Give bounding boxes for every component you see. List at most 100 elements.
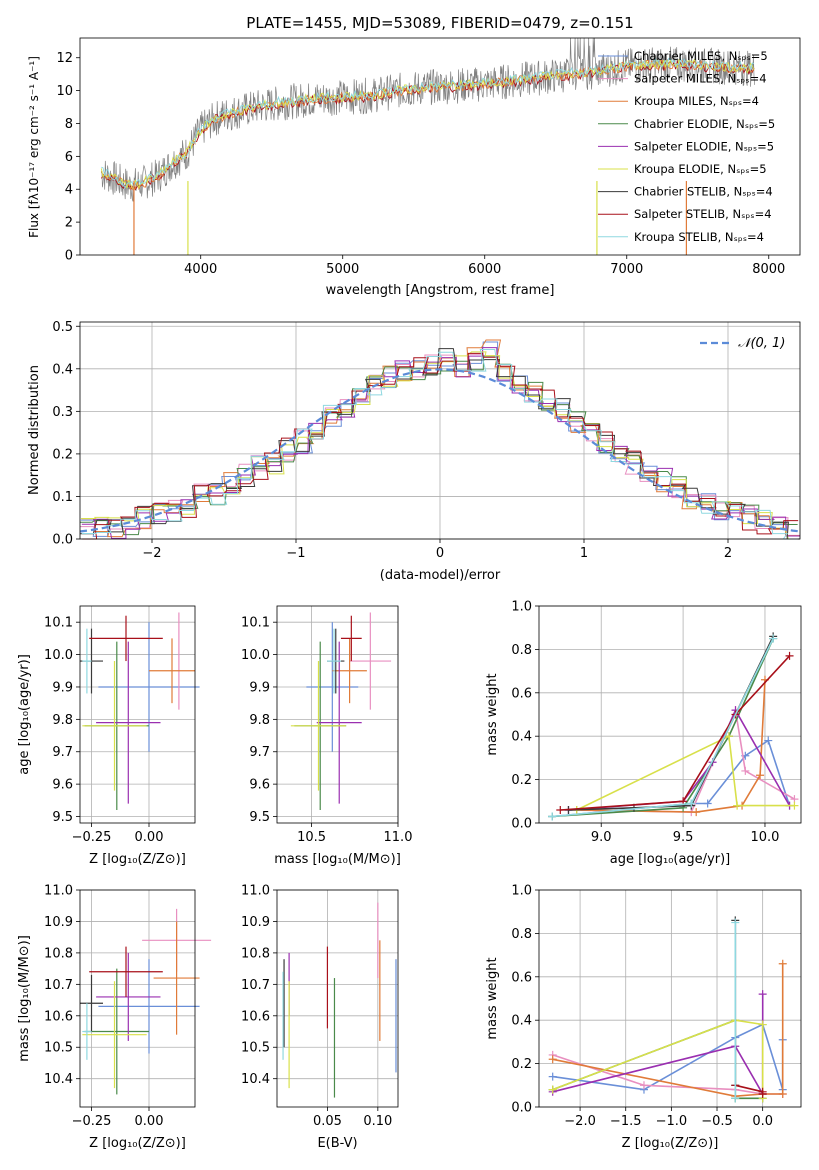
series-marker-kroupa_elodie <box>733 801 742 810</box>
y-tick-label: 0 <box>65 249 73 264</box>
weight-vs-age-panel: 9.0 9.5 10.0 0.0 0.2 0.4 0.6 0.8 1.0 age [log₁₀(a… <box>485 600 802 867</box>
series-marker-kroupa_miles <box>756 771 765 780</box>
y-tick-label: 10.1 <box>241 616 270 631</box>
y-tick-label: 10 <box>56 84 73 99</box>
series-marker-chabrier_miles <box>703 799 712 808</box>
legend-label-chabrier_elodie: Chabrier ELODIE, Nₛₚₛ=5 <box>634 117 775 131</box>
y-tick-label: 1.0 <box>511 884 532 899</box>
plot-frame <box>79 889 196 1108</box>
y-tick-label: 9.9 <box>249 680 270 695</box>
plot-frame <box>538 605 802 824</box>
y-tick-label: 2 <box>65 216 73 231</box>
y-axis-label: mass weight <box>485 673 500 755</box>
legend-label-kroupa_elodie: Kroupa ELODIE, Nₛₚₛ=5 <box>634 162 767 176</box>
series-marker-salpeter_stelib <box>758 1089 767 1098</box>
y-tick-label: 0.6 <box>511 686 532 701</box>
y-tick-label: 11.0 <box>44 884 73 899</box>
series-marker-salpeter_elodie <box>758 990 767 999</box>
y-tick-label: 0.2 <box>52 447 73 462</box>
age-vs-metallicity-panel: −0.25 0.00 9.5 9.6 9.7 9.8 9.9 10.0 10.1 Z [log₁₀… <box>17 605 200 867</box>
y-tick-label: 0.1 <box>52 490 73 505</box>
legend-label-kroupa_miles: Kroupa MILES, Nₛₚₛ=4 <box>634 94 759 108</box>
series-marker-kroupa_miles <box>692 808 701 817</box>
residuals-panel: −2 −1 0 1 2 0.0 0.1 0.2 0.3 0.4 0.5 (data-model)/e… <box>27 320 801 583</box>
x-axis-label: Z [log₁₀(Z/Z⊙)] <box>89 852 186 867</box>
x-tick-label: 11.0 <box>384 830 413 845</box>
x-tick-label: 9.5 <box>673 830 694 845</box>
x-tick-label: 10.5 <box>297 830 326 845</box>
series-line-kroupa_elodie <box>552 1019 764 1099</box>
y-tick-label: 9.6 <box>249 778 270 793</box>
spectrum-ylabel: Flux [fλ10⁻¹⁷ erg cm⁻² s⁻¹ A⁻¹] <box>27 56 41 238</box>
mass-vs-ebv-panel: 0.05 0.10 10.4 10.5 10.6 10.7 10.8 10.9 11.0 E(B-… <box>241 884 399 1151</box>
y-axis-label: mass [log₁₀(M/M⊙)] <box>17 935 32 1062</box>
y-tick-label: 0.2 <box>511 773 532 788</box>
x-tick-label: 8000 <box>752 262 785 277</box>
y-tick-label: 10.5 <box>44 1041 73 1056</box>
legend-label-salpeter_miles: Salpeter MILES, Nₛₚₛ=4 <box>634 72 767 86</box>
residuals-xlabel: (data-model)/error <box>380 568 501 583</box>
x-tick-label: 7000 <box>610 262 643 277</box>
y-tick-label: 0.5 <box>52 320 73 335</box>
series-marker-kroupa_elodie <box>724 732 733 741</box>
x-tick-label: −2 <box>142 546 161 561</box>
series-marker-salpeter_miles <box>741 766 750 775</box>
series-marker-salpeter_stelib <box>785 651 794 660</box>
grid <box>539 605 801 824</box>
series-marker-kroupa_elodie <box>790 801 799 810</box>
spectrum-panel: PLATE=1455, MJD=53089, FIBERID=0479, z=0… <box>27 14 801 298</box>
marks <box>80 612 200 811</box>
x-tick-label: 10.0 <box>750 830 779 845</box>
y-tick-label: 9.5 <box>52 810 73 825</box>
series-marker-kroupa_elodie <box>758 1020 767 1029</box>
y-tick-label: 9.8 <box>249 713 270 728</box>
x-tick-label: 5000 <box>326 262 359 277</box>
series-marker-kroupa_stelib <box>687 799 696 808</box>
marks <box>282 902 397 1098</box>
x-tick-label: 2 <box>724 546 732 561</box>
plot-frame <box>276 889 399 1108</box>
y-tick-label: 0.4 <box>52 362 73 377</box>
y-tick-label: 10.4 <box>241 1072 270 1087</box>
series-line-salpeter_stelib <box>560 655 791 811</box>
x-tick-label: −1.0 <box>656 1114 688 1129</box>
y-tick-label: 10.0 <box>241 648 270 663</box>
legend-label-salpeter_stelib: Salpeter STELIB, Nₛₚₛ=4 <box>634 207 772 221</box>
x-tick-label: −0.5 <box>701 1114 733 1129</box>
histogram-step-salpeter_elodie <box>81 347 800 539</box>
x-tick-label: 0.10 <box>363 1114 392 1129</box>
legend-label-chabrier_miles: Chabrier MILES, Nₛₚₛ=5 <box>634 49 768 63</box>
x-tick-label: 0.0 <box>752 1114 773 1129</box>
x-tick-label: 0 <box>436 546 444 561</box>
y-tick-label: 0.0 <box>52 533 73 548</box>
y-tick-label: 10.4 <box>44 1072 73 1087</box>
grid <box>277 606 399 823</box>
series-marker-kroupa_miles <box>778 959 787 968</box>
y-tick-label: 12 <box>56 51 73 66</box>
weight-vs-metallicity-panel: −2.0 −1.5 −1.0 −0.5 0.0 0.0 0.2 0.4 0.6 0.8 1.0 Z [… <box>485 884 802 1151</box>
series-marker-kroupa_miles <box>778 1089 787 1098</box>
x-tick-label: 0.00 <box>135 1114 164 1129</box>
residuals-legend: 𝒩(0, 1) <box>700 336 785 351</box>
legend-label-kroupa_stelib: Kroupa STELIB, Nₛₚₛ=4 <box>634 230 764 244</box>
spectrum-legend: Chabrier MILES, Nₛₚₛ=5 Salpeter MILES, Nₛ… <box>598 49 775 244</box>
y-tick-label: 0.3 <box>52 405 73 420</box>
residuals-ylabel: Normed distribution <box>27 365 42 495</box>
series-marker-kroupa_stelib <box>769 634 778 643</box>
y-tick-label: 0.4 <box>511 730 532 745</box>
histogram-step-chabrier_elodie <box>80 355 798 536</box>
y-tick-label: 10.7 <box>44 978 73 993</box>
x-tick-label: −1.5 <box>610 1114 642 1129</box>
y-tick-label: 0.6 <box>511 970 532 985</box>
legend-label-salpeter_elodie: Salpeter ELODIE, Nₛₚₛ=5 <box>634 139 774 153</box>
y-tick-label: 0.8 <box>511 643 532 658</box>
x-axis-label: age [log₁₀(age/yr)] <box>610 852 731 867</box>
series-line-chabrier_miles <box>552 1023 784 1091</box>
y-tick-label: 0.2 <box>511 1057 532 1072</box>
legend-label-chabrier_stelib: Chabrier STELIB, Nₛₚₛ=4 <box>634 185 773 199</box>
normal-curve-line <box>79 368 801 533</box>
marks <box>290 612 392 811</box>
y-tick-label: 0.4 <box>511 1014 532 1029</box>
y-tick-label: 10.8 <box>44 946 73 961</box>
plot-frame <box>276 605 399 824</box>
